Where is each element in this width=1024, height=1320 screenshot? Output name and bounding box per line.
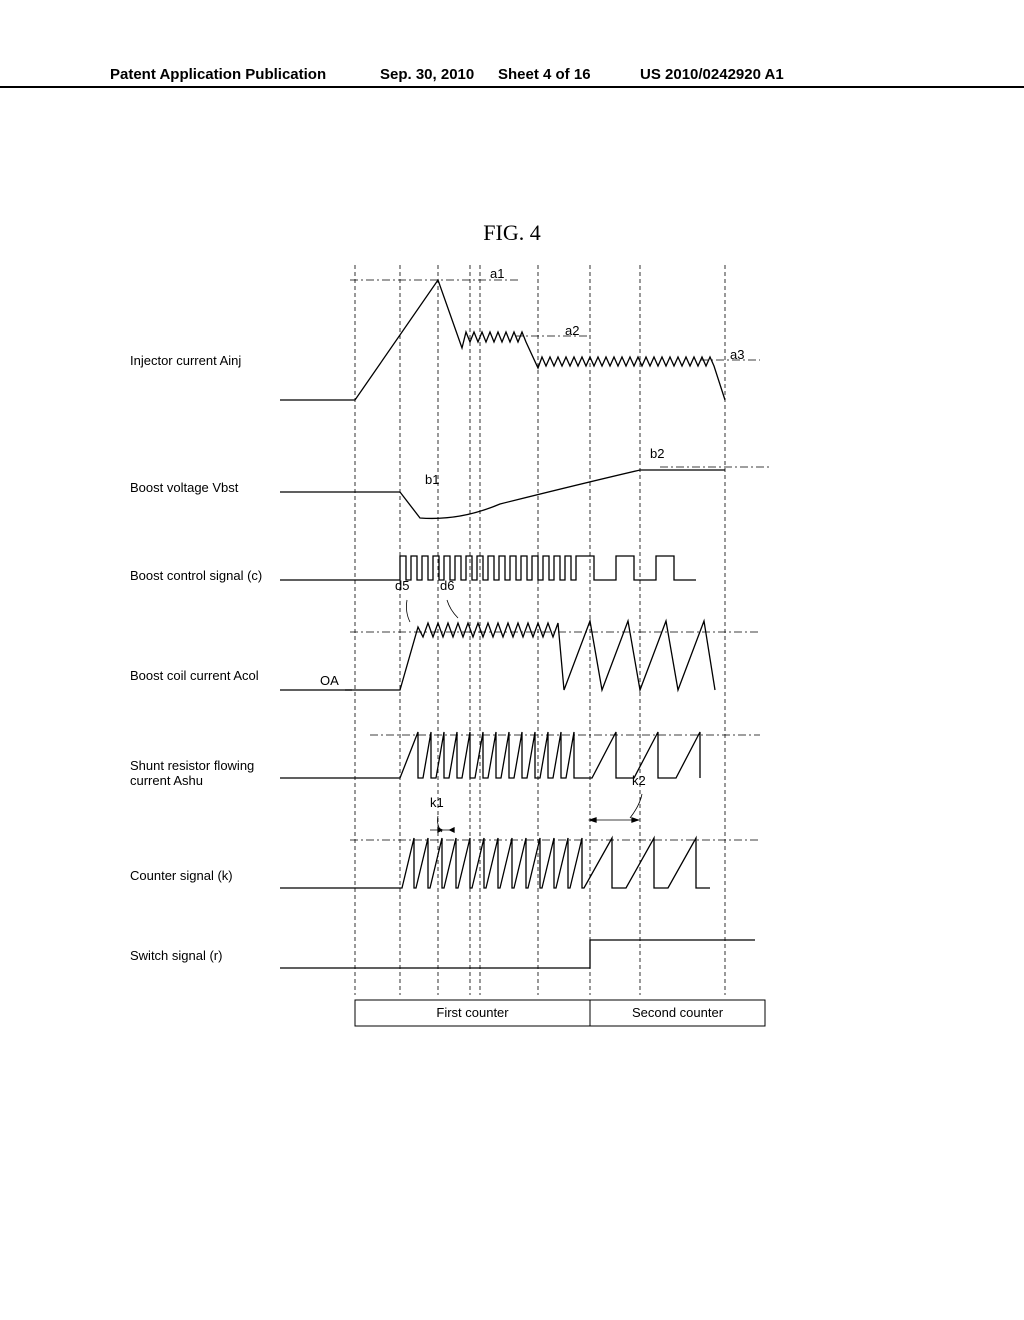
svg-text:current Ashu: current Ashu — [130, 773, 203, 788]
sheet-label: Sheet 4 of 16 — [498, 66, 591, 83]
svg-text:Injector current Ainj: Injector current Ainj — [130, 353, 241, 368]
svg-text:d5: d5 — [395, 578, 409, 593]
svg-text:Second counter: Second counter — [632, 1005, 724, 1020]
svg-text:Boost coil current Acol: Boost coil current Acol — [130, 668, 259, 683]
svg-text:b2: b2 — [650, 446, 664, 461]
date-label: Sep. 30, 2010 — [380, 66, 474, 83]
svg-text:Boost control signal (c): Boost control signal (c) — [130, 568, 262, 583]
svg-text:Counter signal (k): Counter signal (k) — [130, 868, 233, 883]
patent-number: US 2010/0242920 A1 — [640, 66, 784, 83]
figure-title: FIG. 4 — [483, 220, 540, 246]
svg-text:Boost voltage Vbst: Boost voltage Vbst — [130, 480, 239, 495]
svg-text:First counter: First counter — [436, 1005, 509, 1020]
svg-text:d6: d6 — [440, 578, 454, 593]
svg-text:k1: k1 — [430, 795, 444, 810]
diagram-svg: Injector current Ainj Boost voltage Vbst B… — [120, 260, 900, 1100]
timing-diagram: Injector current Ainj Boost voltage Vbst B… — [120, 260, 900, 1100]
svg-text:Switch signal (r): Switch signal (r) — [130, 948, 222, 963]
svg-text:Shunt resistor flowing: Shunt resistor flowing — [130, 758, 254, 773]
publication-label: Patent Application Publication — [110, 66, 326, 83]
svg-text:a1: a1 — [490, 266, 504, 281]
svg-text:k2: k2 — [632, 773, 646, 788]
svg-text:a2: a2 — [565, 323, 579, 338]
svg-text:OA: OA — [320, 673, 339, 688]
svg-text:b1: b1 — [425, 472, 439, 487]
svg-text:a3: a3 — [730, 347, 744, 362]
